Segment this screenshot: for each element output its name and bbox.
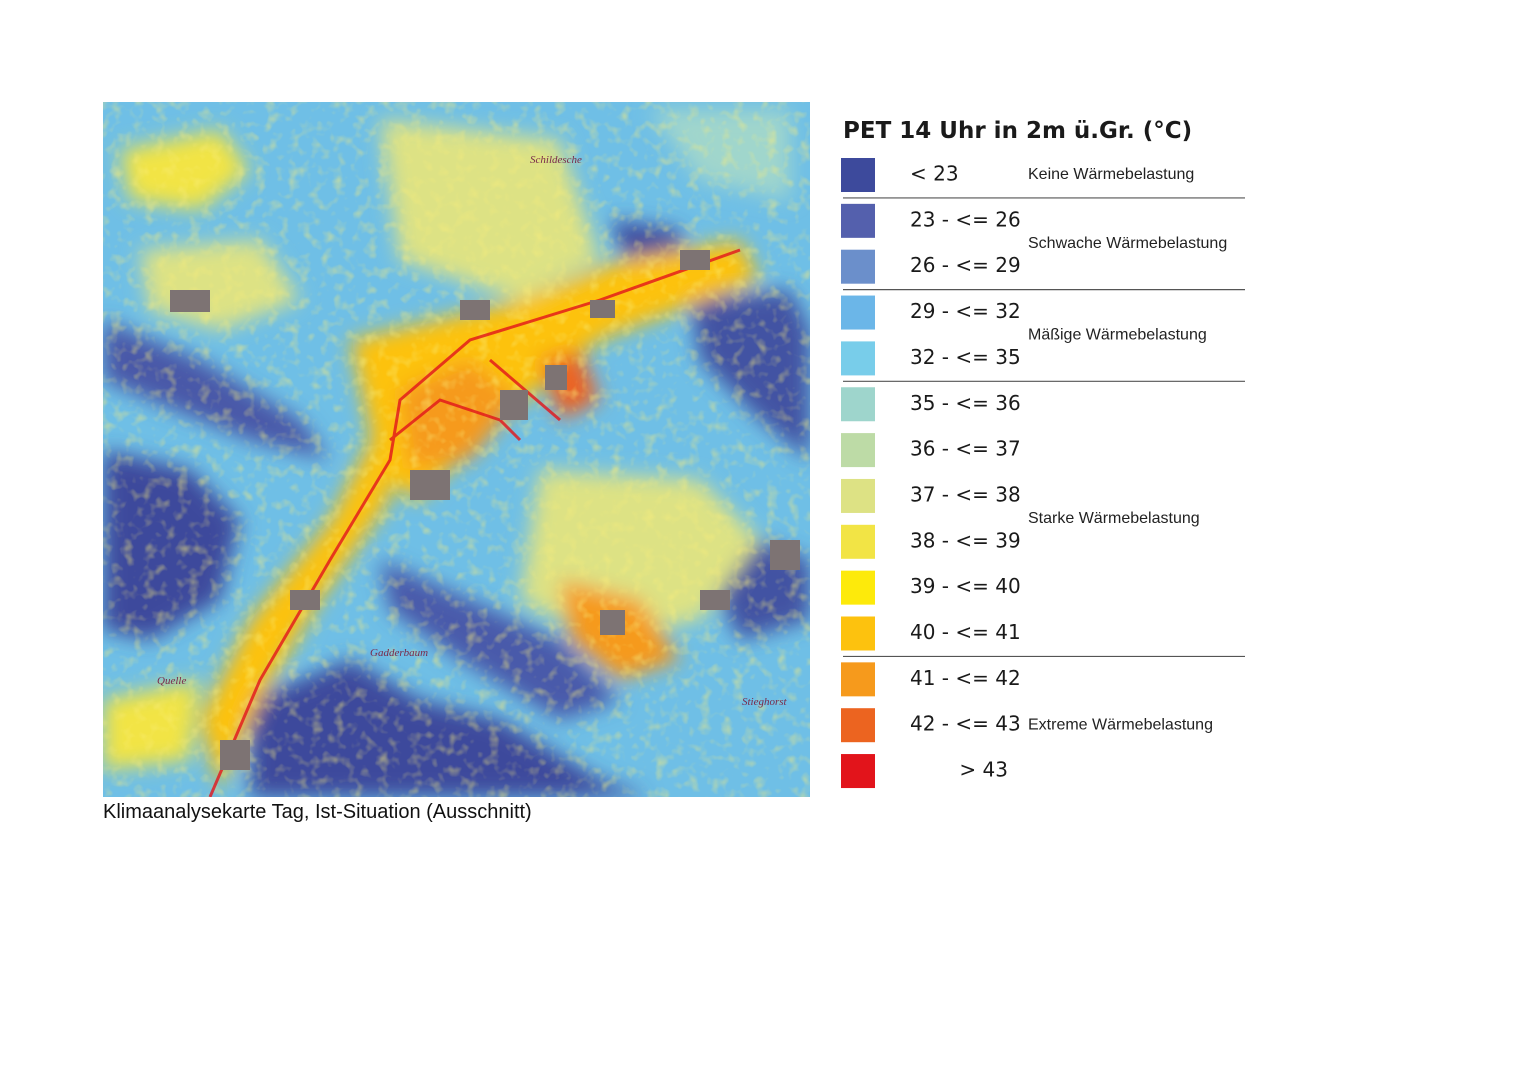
legend-swatch [841,570,875,605]
legend-label: 29 - <= 32 [910,299,1021,323]
legend-group-label: Extreme Wärmebelastung [1028,716,1213,733]
legend-swatch [841,341,875,376]
legend-label: 35 - <= 36 [910,391,1021,415]
legend-label: 38 - <= 39 [910,528,1021,552]
legend-label: 32 - <= 35 [910,345,1021,369]
legend-label: < 23 [910,162,959,186]
legend-swatch [841,616,875,651]
legend-swatch [841,524,875,559]
place-labels: Schildesche Gadderbaum Quelle Stieghorst [157,154,788,708]
legend-label: 40 - <= 41 [910,620,1021,644]
place-label: Gadderbaum [370,647,428,659]
legend-label: 41 - <= 42 [910,666,1021,690]
legend-swatch [841,662,875,697]
legend-group-label: Mäßige Wärmebelastung [1028,327,1207,344]
legend-title: PET 14 Uhr in 2m ü.Gr. (°C) [843,118,1192,144]
street-texture [103,102,810,797]
legend-label: > 43 [959,758,1008,782]
legend-group-label: Starke Wärmebelastung [1028,510,1200,527]
map-caption: Klimaanalysekarte Tag, Ist-Situation (Au… [103,801,532,823]
legend-swatch [841,158,875,192]
legend-swatch [841,708,875,743]
legend-group-label: Schwache Wärmebelastung [1028,235,1227,252]
legend-swatch [841,433,875,468]
place-label: Stieghorst [742,696,788,708]
legend-group-label: Keine Wärmebelastung [1028,166,1194,183]
legend-label: 23 - <= 26 [910,207,1021,231]
legend-swatch [841,249,875,284]
legend-label: 26 - <= 29 [910,253,1021,277]
legend-swatch [841,754,875,789]
legend-swatch [841,295,875,330]
buildings [170,250,800,770]
heat-map: Schildesche Gadderbaum Quelle Stieghorst [103,102,810,797]
legend: < 23 23 - <= 26 26 - <= 29 29 - <= 32 32 - <… [841,158,1245,789]
legend-swatch [841,203,875,238]
legend-label: 39 - <= 40 [910,574,1021,598]
place-label: Schildesche [530,154,582,166]
legend-swatch [841,387,875,422]
legend-label: 37 - <= 38 [910,482,1021,506]
legend-label: 42 - <= 43 [910,712,1021,736]
legend-label: 36 - <= 37 [910,437,1021,461]
place-label: Quelle [157,675,186,687]
legend-swatch [841,478,875,513]
